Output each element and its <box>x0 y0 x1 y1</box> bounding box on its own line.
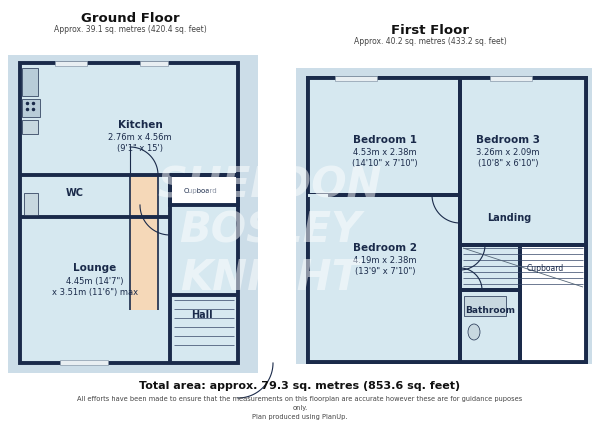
Text: Bathroom: Bathroom <box>465 306 515 314</box>
Bar <box>308 78 586 362</box>
Bar <box>460 78 586 245</box>
Bar <box>464 296 506 316</box>
Bar <box>335 76 377 81</box>
Text: (10'8" x 6'10"): (10'8" x 6'10") <box>478 159 538 167</box>
Bar <box>20 63 238 363</box>
Text: only.: only. <box>292 405 308 411</box>
Text: KNIGHT: KNIGHT <box>180 257 360 299</box>
Text: (9'1" x 15'): (9'1" x 15') <box>117 143 163 153</box>
Text: 4.53m x 2.38m: 4.53m x 2.38m <box>353 147 417 157</box>
Text: Approx. 40.2 sq. metres (433.2 sq. feet): Approx. 40.2 sq. metres (433.2 sq. feet) <box>353 37 506 45</box>
Bar <box>308 78 460 195</box>
Text: Cupboard: Cupboard <box>183 188 217 194</box>
Bar <box>460 245 586 290</box>
Text: All efforts have been made to ensure that the measurements on this floorplan are: All efforts have been made to ensure tha… <box>77 396 523 402</box>
Text: Cupboard: Cupboard <box>526 263 563 272</box>
Bar <box>24 193 38 215</box>
Bar <box>520 245 586 362</box>
Text: 4.19m x 2.38m: 4.19m x 2.38m <box>353 255 417 265</box>
Bar <box>130 175 158 310</box>
Bar <box>140 61 168 66</box>
Bar <box>22 99 40 117</box>
Bar <box>490 76 532 81</box>
Text: Landing: Landing <box>487 213 531 223</box>
Text: SHELDON: SHELDON <box>158 164 382 206</box>
Text: Approx. 39.1 sq. metres (420.4 sq. feet): Approx. 39.1 sq. metres (420.4 sq. feet) <box>53 24 206 34</box>
Bar <box>8 55 258 373</box>
Text: Plan produced using PlanUp.: Plan produced using PlanUp. <box>252 414 348 420</box>
Text: Bedroom 3: Bedroom 3 <box>476 135 540 145</box>
Text: Kitchen: Kitchen <box>118 120 163 130</box>
Bar <box>170 175 238 205</box>
Text: (13'9" x 7'10"): (13'9" x 7'10") <box>355 266 415 276</box>
Bar <box>55 61 87 66</box>
Bar <box>296 68 592 364</box>
Text: WC: WC <box>66 188 84 198</box>
Text: Bedroom 1: Bedroom 1 <box>353 135 417 145</box>
Text: 2.76m x 4.56m: 2.76m x 4.56m <box>108 133 172 142</box>
Text: Total area: approx. 79.3 sq. metres (853.6 sq. feet): Total area: approx. 79.3 sq. metres (853… <box>139 381 461 391</box>
Bar <box>60 360 108 365</box>
Bar <box>308 194 328 197</box>
Text: Bedroom 2: Bedroom 2 <box>353 243 417 253</box>
Text: (14'10" x 7'10"): (14'10" x 7'10") <box>352 159 418 167</box>
Text: Ground Floor: Ground Floor <box>80 11 179 24</box>
Text: x 3.51m (11'6") max: x 3.51m (11'6") max <box>52 287 138 296</box>
Text: 4.45m (14'7"): 4.45m (14'7") <box>66 276 124 286</box>
Bar <box>22 120 38 134</box>
Bar <box>308 195 460 362</box>
Text: First Floor: First Floor <box>391 24 469 37</box>
Text: 3.26m x 2.09m: 3.26m x 2.09m <box>476 147 540 157</box>
Bar <box>460 290 520 362</box>
Text: Hall: Hall <box>191 310 213 320</box>
Ellipse shape <box>468 324 480 340</box>
Text: Lounge: Lounge <box>73 263 116 273</box>
Text: BOSLEY: BOSLEY <box>179 209 361 251</box>
Bar <box>22 68 38 96</box>
